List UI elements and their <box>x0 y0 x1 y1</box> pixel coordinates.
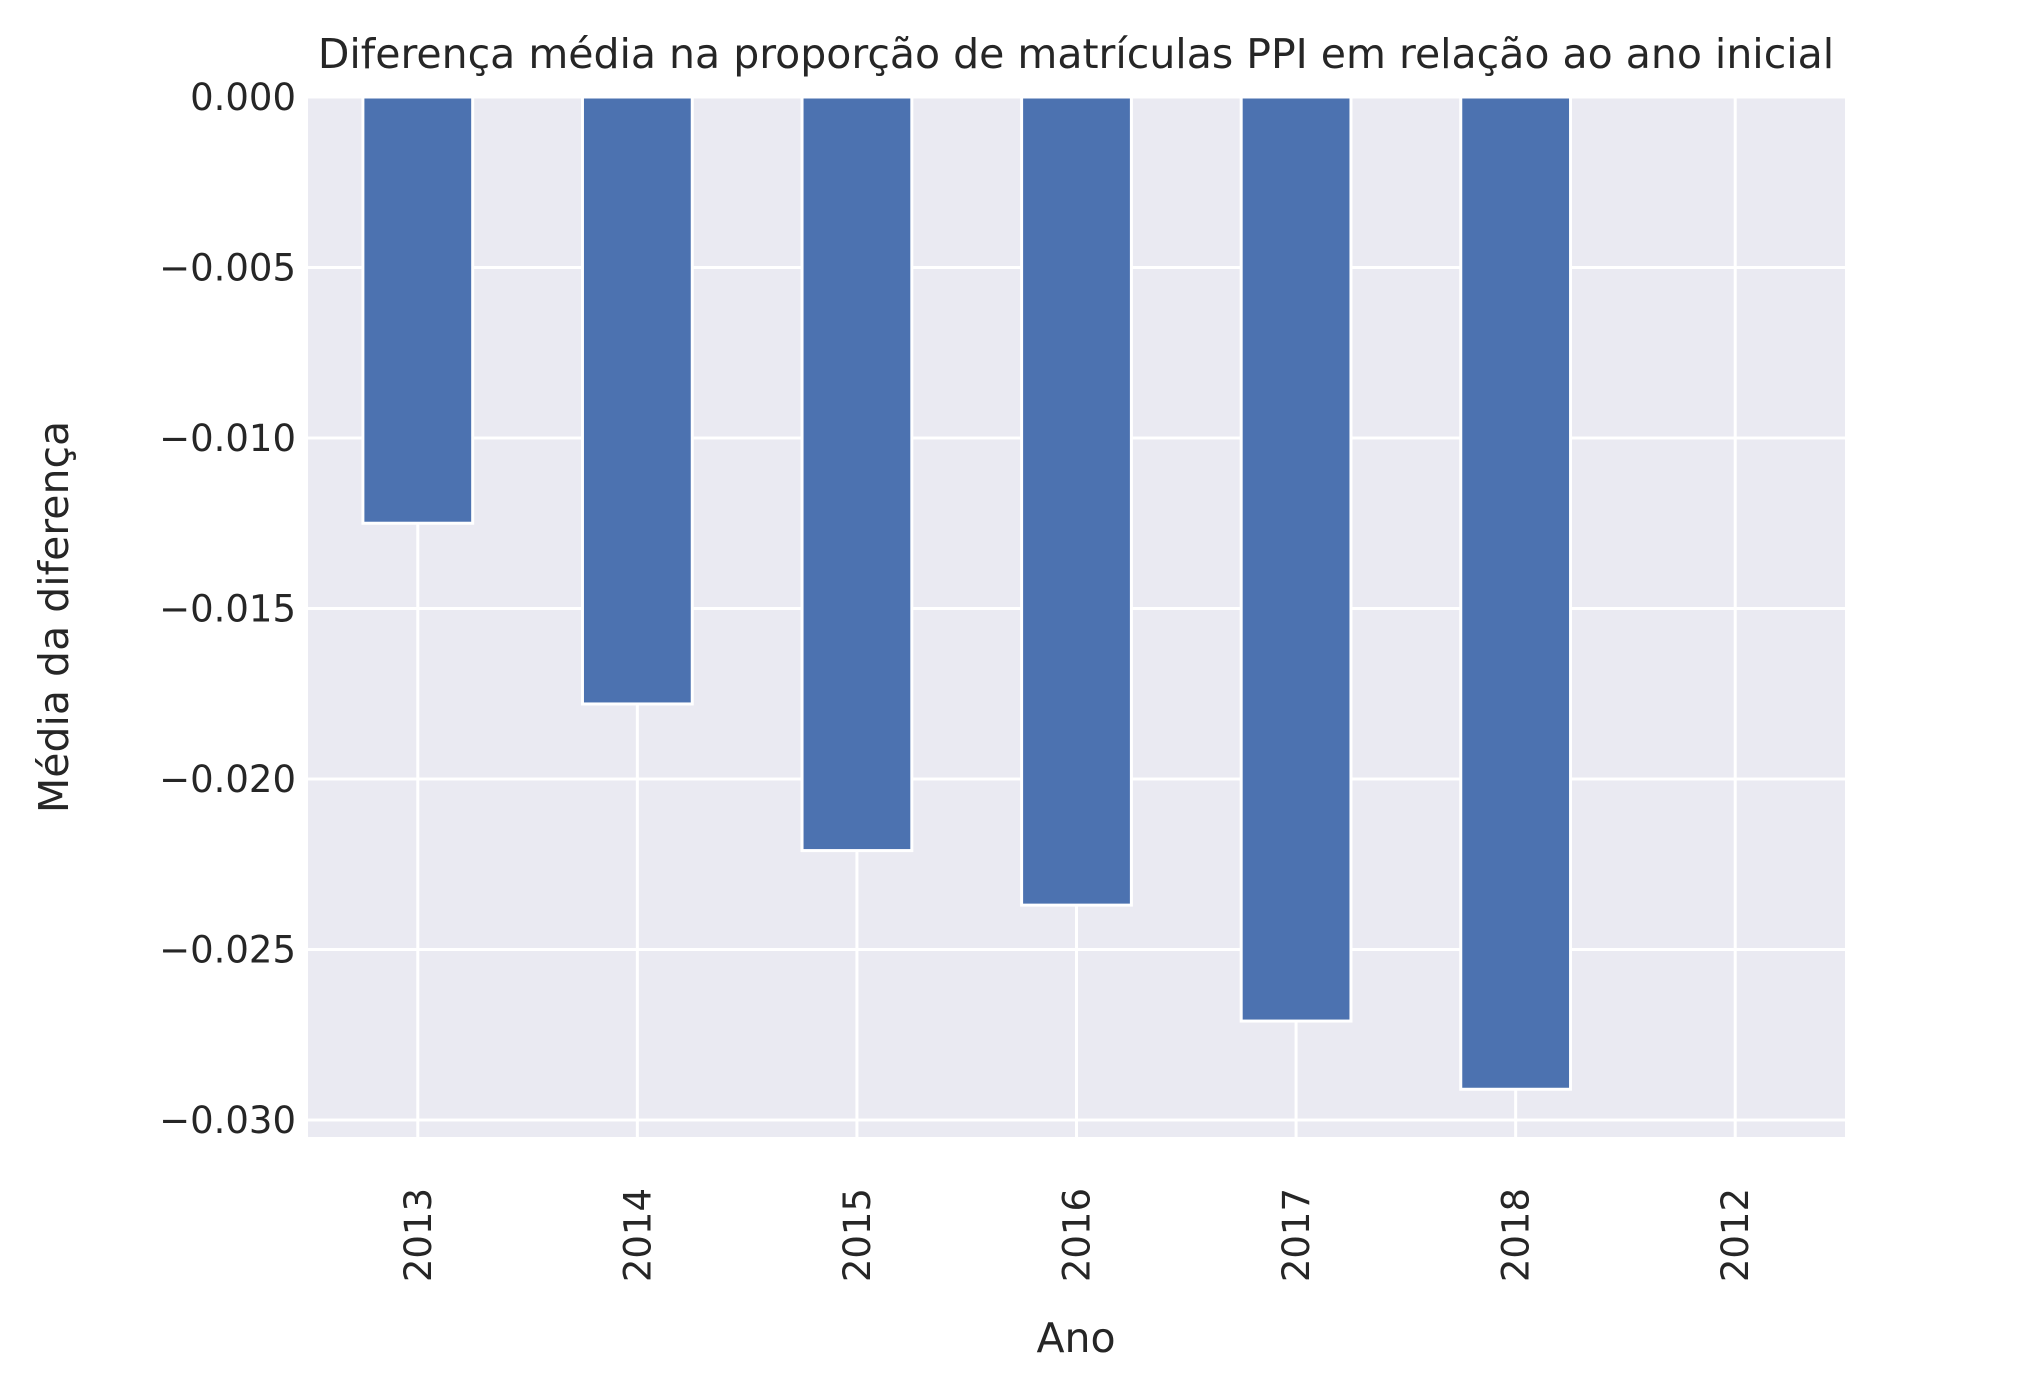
y-axis-label: Média da diferença <box>30 421 78 813</box>
x-axis-label: Ano <box>1036 1314 1115 1362</box>
bar-2014 <box>580 95 694 706</box>
bar-2015 <box>800 95 914 853</box>
y-tick-label: −0.020 <box>159 758 296 801</box>
x-tick-label: 2013 <box>397 1188 440 1282</box>
y-tick-label: −0.025 <box>159 928 296 971</box>
bar-2013 <box>361 95 475 525</box>
y-tick-label: −0.005 <box>159 246 296 289</box>
bar-2018 <box>1459 95 1573 1091</box>
bar-2017 <box>1239 95 1353 1023</box>
x-tick-labels: 2013 2014 2015 2016 2017 2018 2012 <box>397 1188 1757 1282</box>
y-tick-label: −0.010 <box>159 417 296 460</box>
bar-2016 <box>1020 95 1133 907</box>
x-tick-label: 2017 <box>1275 1188 1318 1282</box>
y-tick-label: −0.030 <box>159 1099 296 1142</box>
x-tick-label: 2012 <box>1714 1188 1757 1282</box>
y-tick-label: 0.000 <box>190 76 296 119</box>
x-tick-label: 2016 <box>1056 1188 1099 1282</box>
bars <box>361 95 1573 1091</box>
chart-title: Diferença média na proporção de matrícul… <box>318 30 1834 78</box>
y-tick-labels: 0.000 −0.005 −0.010 −0.015 −0.020 −0.025 −0.03… <box>159 76 296 1142</box>
y-tick-label: −0.015 <box>159 587 296 630</box>
x-tick-label: 2018 <box>1495 1188 1538 1282</box>
x-tick-label: 2014 <box>616 1188 659 1282</box>
x-tick-label: 2015 <box>836 1188 879 1282</box>
